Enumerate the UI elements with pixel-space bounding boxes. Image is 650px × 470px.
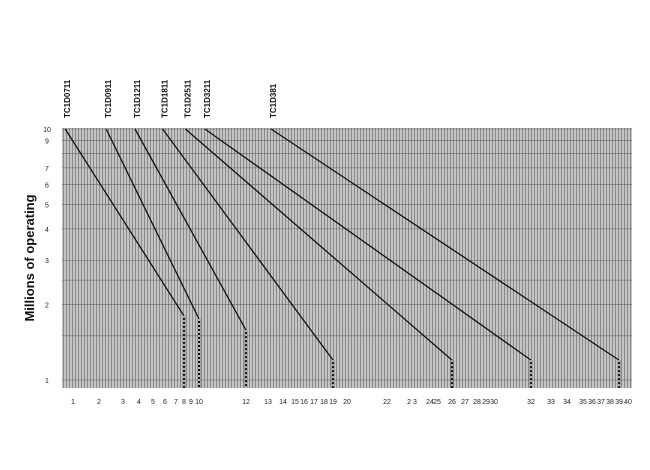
x-tick-label: 20 bbox=[343, 399, 351, 406]
series-label: TC1D381 bbox=[269, 83, 278, 118]
y-tick-label: 5 bbox=[45, 203, 49, 210]
x-tick-label: 40 bbox=[624, 399, 632, 406]
series-line bbox=[134, 128, 247, 331]
series-line bbox=[105, 128, 200, 320]
y-tick-label: 9 bbox=[45, 138, 49, 145]
x-tick-label: 1 bbox=[71, 399, 75, 406]
x-tick-label: 16 bbox=[300, 399, 308, 406]
series-label: TC1D2511 bbox=[183, 79, 192, 118]
y-tick-label: 6 bbox=[45, 183, 49, 190]
x-tick-label: 27 bbox=[461, 399, 469, 406]
series-line bbox=[270, 128, 620, 361]
y-tick-label: 4 bbox=[45, 227, 49, 234]
x-tick-label: 25 bbox=[433, 399, 441, 406]
x-tick-label: 2 3 bbox=[407, 399, 417, 406]
x-tick-label: 3 bbox=[121, 399, 125, 406]
series-label: TC1D1811 bbox=[161, 79, 170, 118]
x-tick-label: 39 bbox=[615, 399, 623, 406]
x-tick-label: 35 bbox=[579, 399, 587, 406]
x-tick-label: 30 bbox=[490, 399, 498, 406]
x-tick-label: 14 bbox=[279, 399, 287, 406]
x-tick-label: 37 bbox=[597, 399, 605, 406]
y-tick-label: 7 bbox=[45, 166, 49, 173]
x-tick-label: 29 bbox=[482, 399, 490, 406]
series-label: TC1D3211 bbox=[203, 79, 212, 118]
series-line bbox=[162, 128, 334, 361]
y-tick-label: 2 bbox=[45, 302, 49, 309]
y-axis-label: Millions of operating bbox=[22, 194, 37, 321]
x-tick-label: 26 bbox=[448, 399, 456, 406]
x-tick-label: 9 bbox=[189, 399, 193, 406]
x-tick-label: 33 bbox=[547, 399, 555, 406]
x-tick-label: 32 bbox=[527, 399, 535, 406]
x-tick-label: 28 bbox=[473, 399, 481, 406]
x-tick-label: 18 bbox=[320, 399, 328, 406]
x-tick-label: 19 bbox=[329, 399, 337, 406]
x-tick-label: 38 bbox=[606, 399, 614, 406]
x-tick-label: 2 bbox=[97, 399, 101, 406]
series-line bbox=[64, 128, 185, 317]
x-tick-label: 15 bbox=[291, 399, 299, 406]
series-label: TC1D0711 bbox=[63, 79, 72, 118]
x-tick-label: 22 bbox=[383, 399, 391, 406]
x-tick-label: 10 bbox=[195, 399, 203, 406]
x-tick-label: 34 bbox=[563, 399, 571, 406]
x-tick-label: 5 bbox=[151, 399, 155, 406]
series-line bbox=[184, 128, 453, 361]
x-tick-label: 24 bbox=[426, 399, 434, 406]
series-line bbox=[204, 128, 532, 361]
y-tick-label: 3 bbox=[45, 258, 49, 265]
series-label: TC1D1211 bbox=[133, 79, 142, 118]
x-tick-label: 6 bbox=[163, 399, 167, 406]
x-tick-label: 13 bbox=[264, 399, 272, 406]
x-tick-label: 17 bbox=[310, 399, 318, 406]
x-tick-label: 4 bbox=[137, 399, 141, 406]
series-label: TC1D0911 bbox=[104, 79, 113, 118]
y-tick-label: 10 bbox=[43, 127, 51, 134]
x-tick-label: 8 bbox=[182, 399, 186, 406]
x-tick-label: 12 bbox=[242, 399, 250, 406]
x-tick-label: 7 bbox=[174, 399, 178, 406]
x-tick-label: 36 bbox=[588, 399, 596, 406]
plot-area bbox=[62, 128, 632, 388]
y-tick-label: 1 bbox=[45, 378, 49, 385]
